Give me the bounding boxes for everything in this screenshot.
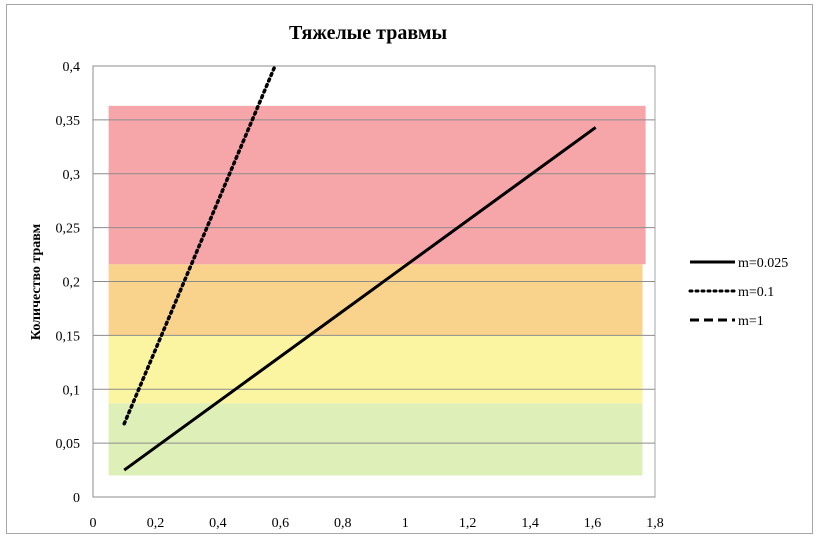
y-tick-label: 0,2	[63, 276, 81, 291]
legend-entry-label: m=0.1	[738, 285, 774, 300]
y-tick-label: 0,05	[56, 437, 81, 452]
x-tick-label: 0,4	[209, 516, 227, 531]
legend-entry-label: m=1	[738, 314, 764, 329]
chart-title: Тяжелые травмы	[289, 22, 448, 44]
y-tick-label: 0,25	[56, 222, 81, 237]
legend: m=0.025 m=0.1 m=1	[688, 256, 788, 329]
x-tick-label: 1,8	[646, 516, 664, 531]
x-tick-label: 0	[90, 516, 97, 531]
yellow-zone	[108, 335, 643, 404]
x-tick-label: 1,2	[459, 516, 477, 531]
x-tick-label: 1,4	[521, 516, 539, 531]
red-zone	[108, 105, 646, 265]
x-tick-label: 1	[402, 516, 409, 531]
x-tick-label: 0,2	[147, 516, 165, 531]
series-line-solid	[123, 126, 597, 472]
y-axis-label: Количество травм	[29, 223, 44, 340]
x-tick-label: 1,6	[584, 516, 602, 531]
y-tick-label: 0,3	[63, 168, 81, 183]
y-tick-label: 0,1	[63, 383, 81, 398]
y-tick-label: 0,4	[63, 60, 81, 75]
plot-area: 0 0,05 0,1 0,15 0,2 0,25 0,3 0,35 0,4 0 0,2 0,4 0,6 0…	[56, 60, 664, 531]
x-tick-label: 0,6	[272, 516, 290, 531]
green-zone	[108, 403, 643, 476]
orange-zone	[108, 264, 643, 336]
y-tick-label: 0	[73, 491, 80, 506]
y-tick-label: 0,35	[56, 114, 81, 129]
x-tick-label: 0,8	[334, 516, 352, 531]
legend-entry-label: m=0.025	[738, 256, 788, 271]
y-tick-label: 0,15	[56, 329, 81, 344]
series-line-dotted	[122, 66, 276, 426]
